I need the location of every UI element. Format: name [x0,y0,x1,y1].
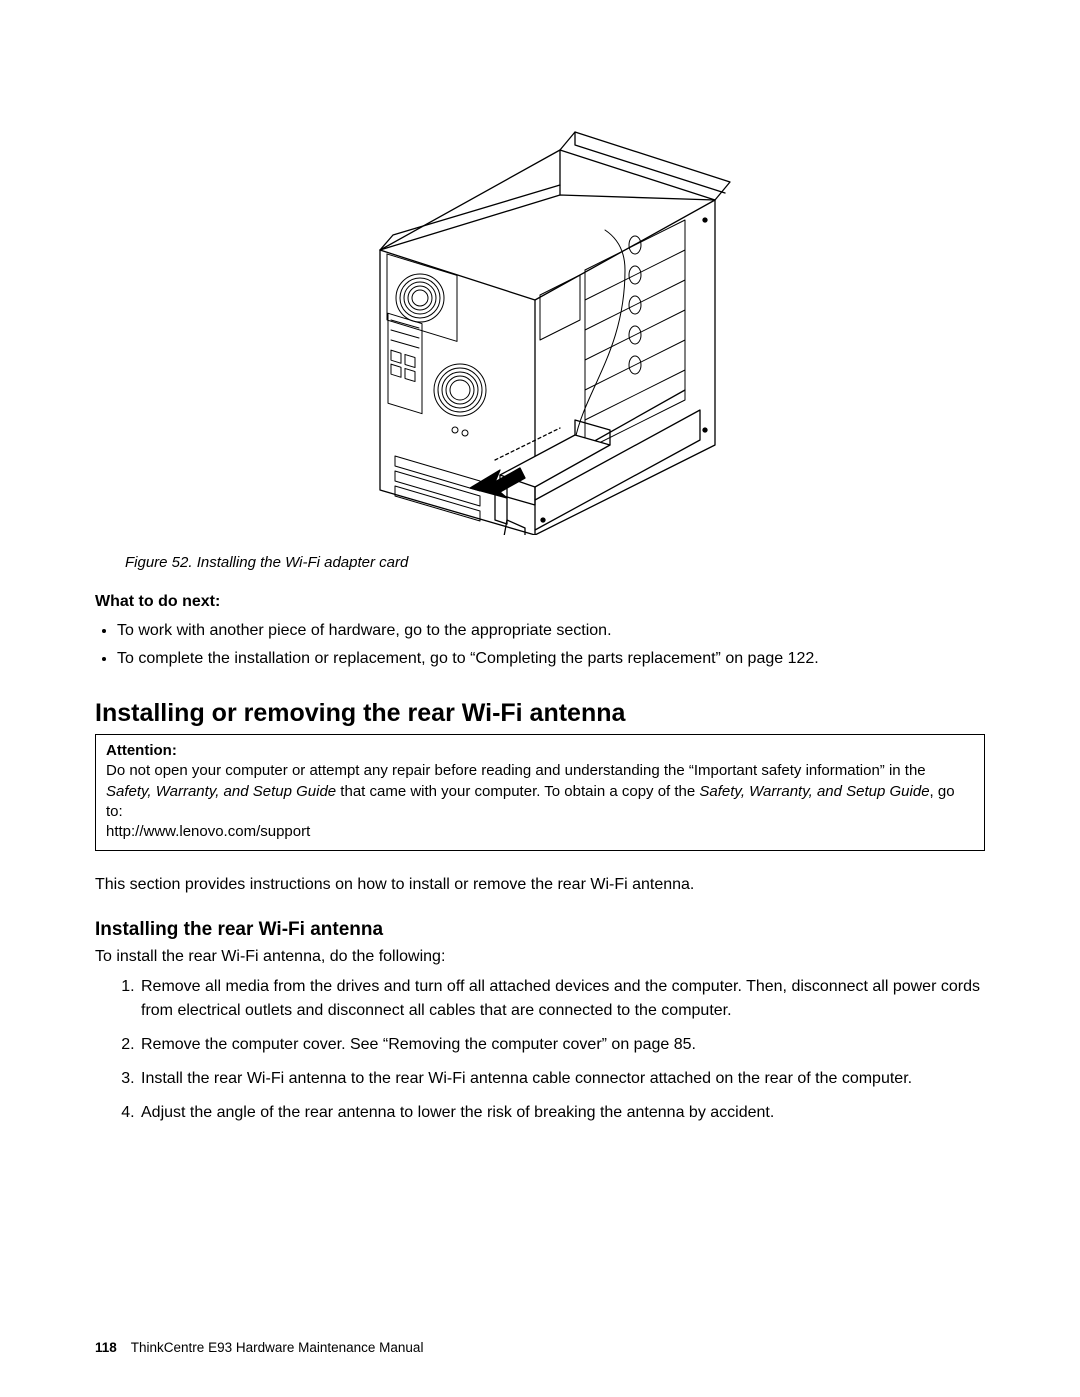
attention-label: Attention: [106,742,177,759]
list-item: Install the rear Wi-Fi antenna to the re… [139,1067,985,1091]
page-footer: 118 ThinkCentre E93 Hardware Maintenance … [95,1340,423,1355]
attention-url: http://www.lenovo.com/support [106,823,310,840]
figure-container [95,90,985,540]
doc-title: ThinkCentre E93 Hardware Maintenance Man… [131,1340,424,1355]
figure-caption: Figure 52. Installing the Wi-Fi adapter … [95,554,985,571]
subsection-lead: To install the rear Wi-Fi antenna, do th… [95,945,985,969]
next-steps-list: To work with another piece of hardware, … [95,619,985,671]
list-item: Remove all media from the drives and tur… [139,975,985,1023]
section-title: Installing or removing the rear Wi-Fi an… [95,699,985,728]
steps-list: Remove all media from the drives and tur… [95,975,985,1125]
section-intro: This section provides instructions on ho… [95,873,985,897]
list-item: Adjust the angle of the rear antenna to … [139,1101,985,1125]
subsection-title: Installing the rear Wi-Fi antenna [95,919,985,941]
page-number: 118 [95,1340,117,1355]
list-item: Remove the computer cover. See “Removing… [139,1033,985,1057]
list-item: To work with another piece of hardware, … [117,619,985,643]
attention-box: Attention: Do not open your computer or … [95,734,985,851]
next-heading: What to do next: [95,593,985,611]
manual-page: Figure 52. Installing the Wi-Fi adapter … [0,0,1080,1397]
attention-text: Do not open your computer or attempt any… [106,762,955,820]
list-item: To complete the installation or replacem… [117,647,985,671]
figure-illustration [325,90,755,535]
